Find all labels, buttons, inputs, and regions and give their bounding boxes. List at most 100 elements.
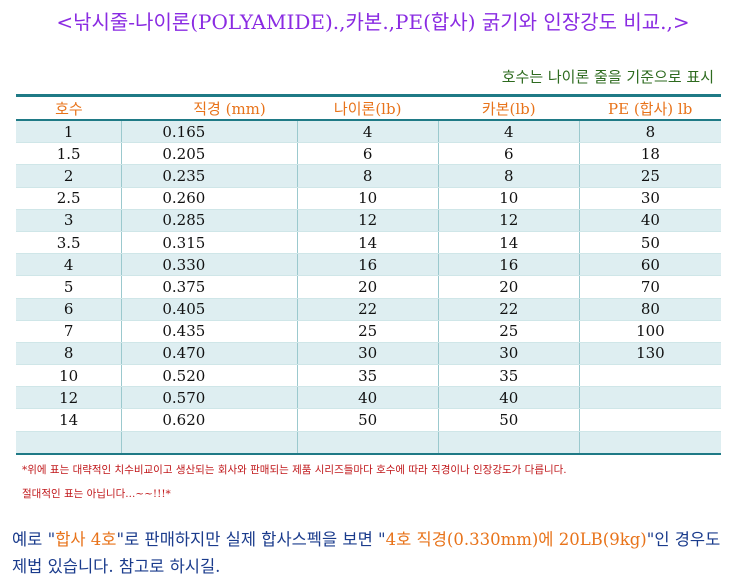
cell-nylon: 14 <box>297 231 439 255</box>
cell-carbon: 22 <box>438 298 580 321</box>
cell-size: 3.5 <box>16 231 123 255</box>
cell-pe: 60 <box>579 253 721 277</box>
table-row: 14 0.620 50 50 <box>16 408 721 432</box>
cell-size: 2.5 <box>16 187 123 210</box>
cell-carbon: 16 <box>438 253 580 277</box>
cell-nylon: 6 <box>297 142 439 166</box>
cell-nylon: 12 <box>297 209 439 232</box>
cell-nylon: 25 <box>297 320 439 343</box>
cell-diameter: 0.235 <box>121 164 298 188</box>
table-row: 3.5 0.315 14 14 50 <box>16 231 721 255</box>
cell-size: 2 <box>16 164 123 188</box>
cell-diameter: 0.520 <box>121 364 298 388</box>
table-row: 8 0.470 30 30 130 <box>16 342 721 366</box>
cell-carbon: 6 <box>438 142 580 166</box>
cell-size: 3 <box>16 209 123 232</box>
table-row: 1 0.165 4 4 8 <box>16 120 721 144</box>
spec-table: 호수 직경 (mm) 나이론(lb) 카본(lb) PE (합사) lb 1 0.… <box>16 94 721 455</box>
cell-carbon: 12 <box>438 209 580 232</box>
cell-carbon <box>438 431 580 455</box>
cell-size: 4 <box>16 253 123 277</box>
example-text: 예로 " <box>12 530 56 549</box>
header-nylon: 나이론(lb) <box>297 94 439 121</box>
cell-diameter: 0.470 <box>121 342 298 366</box>
cell-carbon: 8 <box>438 164 580 188</box>
cell-size: 14 <box>16 408 123 432</box>
cell-diameter: 0.285 <box>121 209 298 232</box>
cell-size: 6 <box>16 298 123 321</box>
cell-nylon: 16 <box>297 253 439 277</box>
cell-pe <box>579 386 721 410</box>
cell-diameter: 0.405 <box>121 298 298 321</box>
table-row: 2.5 0.260 10 10 30 <box>16 187 721 210</box>
example-text: "인 경우도 제법 있습니다. 참고로 하시길. <box>12 530 721 576</box>
cell-diameter: 0.570 <box>121 386 298 410</box>
cell-nylon: 8 <box>297 164 439 188</box>
cell-carbon: 20 <box>438 275 580 299</box>
cell-nylon: 40 <box>297 386 439 410</box>
cell-size: 7 <box>16 320 123 343</box>
cell-carbon: 30 <box>438 342 580 366</box>
header-size: 호수 <box>16 94 122 121</box>
table-header-row: 호수 직경 (mm) 나이론(lb) 카본(lb) PE (합사) lb <box>16 94 721 121</box>
cell-diameter <box>121 431 298 455</box>
cell-carbon: 50 <box>438 408 580 432</box>
cell-nylon: 30 <box>297 342 439 366</box>
cell-carbon: 14 <box>438 231 580 255</box>
cell-pe: 25 <box>579 164 721 188</box>
cell-pe: 40 <box>579 209 721 232</box>
cell-nylon: 20 <box>297 275 439 299</box>
cell-pe: 8 <box>579 120 721 144</box>
cell-pe: 50 <box>579 231 721 255</box>
table-row: 7 0.435 25 25 100 <box>16 320 721 343</box>
cell-pe <box>579 408 721 432</box>
table-row: 10 0.520 35 35 <box>16 364 721 388</box>
header-carbon: 카본(lb) <box>438 94 580 121</box>
example-highlight: 4호 직경(0.330mm)에 20LB(9kg) <box>385 530 647 549</box>
cell-diameter: 0.435 <box>121 320 298 343</box>
example-highlight: 합사 4호 <box>55 530 117 549</box>
cell-carbon: 35 <box>438 364 580 388</box>
cell-pe <box>579 431 721 455</box>
table-caption: 호수는 나이론 줄을 기준으로 표시 <box>501 68 714 86</box>
cell-diameter: 0.375 <box>121 275 298 299</box>
table-row: 12 0.570 40 40 <box>16 386 721 410</box>
cell-diameter: 0.205 <box>121 142 298 166</box>
cell-diameter: 0.620 <box>121 408 298 432</box>
cell-diameter: 0.330 <box>121 253 298 277</box>
table-row <box>16 431 721 455</box>
cell-carbon: 40 <box>438 386 580 410</box>
example-text: "로 판매하지만 실제 합사스펙을 보면 " <box>116 530 386 549</box>
cell-nylon: 10 <box>297 187 439 210</box>
cell-pe: 130 <box>579 342 721 366</box>
table-row: 6 0.405 22 22 80 <box>16 298 721 321</box>
note-disclaimer-2: 절대적인 표는 아닙니다...~~!!!* <box>22 488 171 500</box>
cell-carbon: 10 <box>438 187 580 210</box>
cell-pe: 70 <box>579 275 721 299</box>
cell-carbon: 25 <box>438 320 580 343</box>
table-row: 1.5 0.205 6 6 18 <box>16 142 721 166</box>
table-row: 5 0.375 20 20 70 <box>16 275 721 299</box>
cell-pe <box>579 364 721 388</box>
cell-pe: 80 <box>579 298 721 321</box>
cell-size <box>16 431 123 455</box>
cell-size: 12 <box>16 386 123 410</box>
cell-carbon: 4 <box>438 120 580 144</box>
table-row: 4 0.330 16 16 60 <box>16 253 721 277</box>
cell-diameter: 0.165 <box>121 120 298 144</box>
header-pe: PE (합사) lb <box>579 94 721 121</box>
note-disclaimer: *위에 표는 대략적인 치수비교이고 생산되는 회사와 판매되는 제품 시리즈들… <box>22 464 567 476</box>
cell-pe: 18 <box>579 142 721 166</box>
cell-nylon: 35 <box>297 364 439 388</box>
cell-nylon: 50 <box>297 408 439 432</box>
page-title: <낚시줄-나이론(POLYAMIDE).,카본.,PE(합사) 굵기와 인장강도… <box>56 10 690 34</box>
table-row: 3 0.285 12 12 40 <box>16 209 721 232</box>
cell-size: 1.5 <box>16 142 123 166</box>
cell-diameter: 0.315 <box>121 231 298 255</box>
cell-pe: 100 <box>579 320 721 343</box>
cell-size: 10 <box>16 364 123 388</box>
cell-nylon <box>297 431 439 455</box>
header-diameter: 직경 (mm) <box>121 94 298 121</box>
cell-diameter: 0.260 <box>121 187 298 210</box>
cell-size: 8 <box>16 342 123 366</box>
